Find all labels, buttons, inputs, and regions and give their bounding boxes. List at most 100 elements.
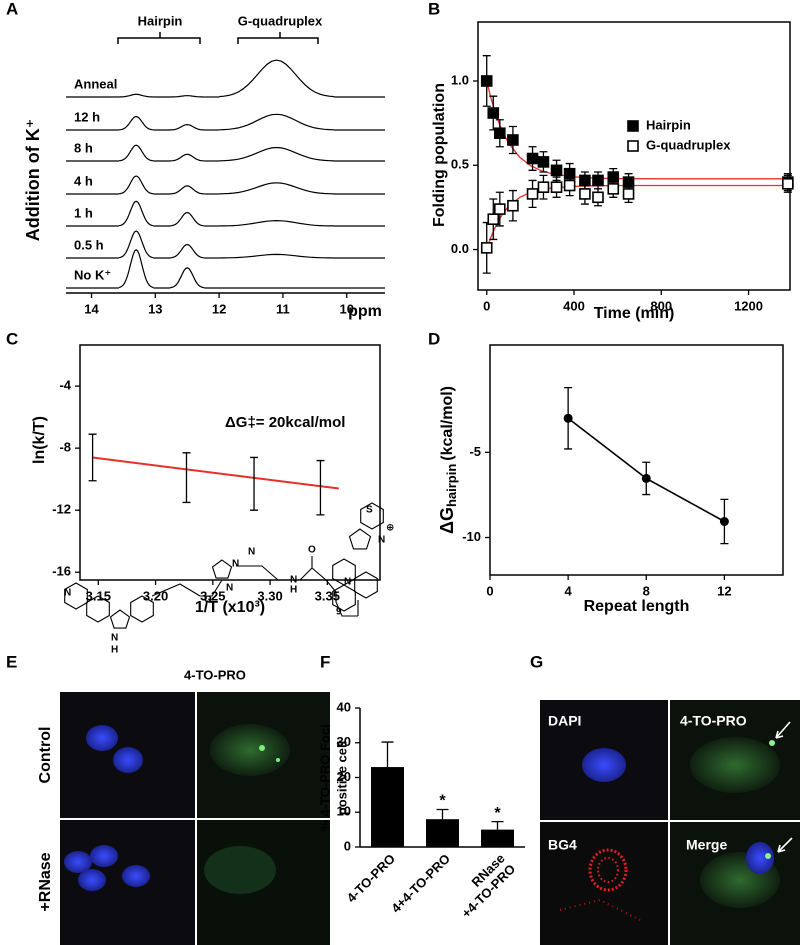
marker bbox=[641, 473, 651, 483]
marker bbox=[526, 188, 539, 200]
x-tick-label: 3.30 bbox=[257, 588, 282, 603]
fit-line bbox=[92, 456, 339, 490]
x-tick-label: 4-TO-PRO bbox=[344, 851, 398, 905]
trace-label: 12 h bbox=[74, 109, 100, 124]
bar bbox=[481, 829, 514, 847]
ring bbox=[360, 502, 384, 530]
nucleus bbox=[64, 851, 92, 873]
y-axis-title: positive cell bbox=[334, 741, 349, 815]
trace-label: 8 h bbox=[74, 140, 93, 155]
x-tick-label: 1200 bbox=[734, 298, 763, 313]
nucleus bbox=[113, 747, 143, 773]
arrow bbox=[777, 837, 793, 853]
x-tick-label: 10 bbox=[339, 301, 353, 316]
peak bbox=[219, 219, 334, 227]
bar bbox=[371, 767, 404, 847]
plot-frame bbox=[489, 344, 784, 576]
legend-marker bbox=[627, 140, 639, 152]
y-tick-label: 30 bbox=[337, 734, 351, 749]
annotation: Hairpin bbox=[138, 13, 183, 28]
atom-label: N bbox=[232, 559, 239, 570]
y-axis-title: ΔGhairpin (kcal/mol) bbox=[437, 386, 460, 534]
x-tick-label: 3.35 bbox=[315, 588, 340, 603]
atom-label: H bbox=[290, 585, 297, 596]
chemical-structure bbox=[64, 502, 384, 629]
channel-label: DAPI bbox=[548, 713, 581, 729]
y-axis-title: Folding population bbox=[431, 83, 448, 227]
annotation: G-quadruplex bbox=[238, 13, 323, 28]
micrograph bbox=[540, 822, 668, 945]
x-tick-label: 8 bbox=[643, 583, 650, 598]
nucleus bbox=[122, 865, 150, 887]
peak bbox=[169, 153, 205, 162]
x-axis-title: 1/T (x10³) bbox=[195, 599, 265, 616]
peak bbox=[118, 249, 154, 289]
y-axis-title-main: ΔG bbox=[437, 507, 457, 534]
legend-label: Hairpin bbox=[646, 117, 691, 132]
nucleus-stain bbox=[597, 857, 619, 883]
arrow bbox=[775, 721, 791, 739]
error-bar bbox=[381, 741, 394, 768]
row-label: +RNase bbox=[37, 852, 54, 911]
y-tick-label: -4 bbox=[59, 378, 71, 393]
y-tick-label: -16 bbox=[52, 564, 71, 579]
ring bbox=[354, 571, 378, 599]
marker bbox=[607, 183, 620, 195]
marker bbox=[494, 127, 506, 140]
atom-label: N bbox=[226, 583, 233, 594]
atom-label: N bbox=[378, 535, 385, 546]
trace-label: No K⁺ bbox=[74, 267, 111, 282]
panel-letter: G bbox=[530, 652, 543, 671]
y-axis-title-sub: hairpin bbox=[444, 464, 459, 507]
trace-label: 1 h bbox=[74, 205, 93, 220]
plot-frame bbox=[477, 21, 791, 291]
error-bar bbox=[88, 433, 97, 482]
marker bbox=[592, 191, 604, 204]
peak bbox=[118, 200, 154, 227]
focus bbox=[259, 745, 265, 751]
marker bbox=[487, 213, 500, 226]
error-bar bbox=[250, 456, 259, 511]
ring bbox=[86, 595, 110, 623]
peak bbox=[118, 93, 154, 98]
y-axis-title: % 4-TO-PRO Foci bbox=[317, 724, 332, 831]
legend-label: G-quadruplex bbox=[646, 137, 731, 152]
trace-label: 0.5 h bbox=[74, 237, 104, 252]
nucleus bbox=[78, 869, 106, 891]
bond bbox=[151, 556, 359, 617]
channel-label: BG4 bbox=[548, 837, 577, 853]
atom-label: H bbox=[111, 645, 118, 656]
y-tick-label: 0 bbox=[344, 838, 351, 853]
bracket bbox=[117, 32, 201, 44]
nucleus bbox=[746, 842, 774, 874]
compound-name: 4-TO-PRO bbox=[184, 667, 246, 682]
peak bbox=[170, 95, 205, 98]
atom-label: 9 bbox=[336, 607, 342, 618]
atom-label: ⊕ bbox=[386, 523, 394, 534]
x-tick-label: 3.25 bbox=[200, 588, 225, 603]
significance-mark: * bbox=[494, 805, 501, 822]
ring bbox=[211, 559, 233, 579]
y-tick-label: -8 bbox=[59, 440, 71, 455]
x-tick-label: 4 bbox=[565, 583, 573, 598]
y-tick-label: 1.0 bbox=[451, 72, 469, 87]
channel-label: 4-TO-PRO bbox=[680, 713, 747, 729]
x-tick-label: 800 bbox=[650, 298, 672, 313]
x-tick-label: 11 bbox=[276, 301, 290, 316]
marker bbox=[563, 179, 576, 192]
focus bbox=[276, 758, 280, 762]
peak bbox=[118, 115, 154, 131]
marker bbox=[487, 107, 500, 119]
focus bbox=[769, 740, 775, 746]
marker bbox=[507, 199, 519, 212]
error-bar bbox=[316, 459, 325, 516]
x-tick-label: 12 bbox=[717, 583, 731, 598]
y-axis-title: Addition of K⁺ bbox=[23, 119, 43, 241]
nucleus bbox=[582, 748, 626, 782]
y-tick-label: -10 bbox=[462, 529, 481, 544]
legend-marker bbox=[627, 120, 639, 132]
error-bar bbox=[491, 820, 504, 830]
atom-label: N bbox=[248, 547, 255, 558]
y-tick-label: 40 bbox=[337, 699, 351, 714]
